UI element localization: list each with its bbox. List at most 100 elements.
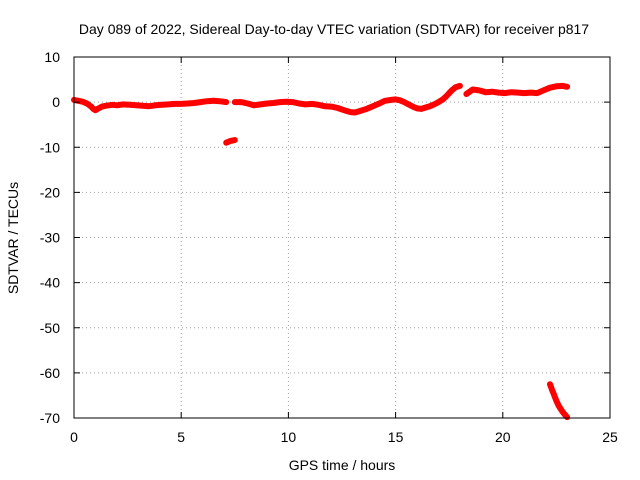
- data-point: [341, 107, 347, 113]
- y-tick-label: -30: [40, 230, 60, 246]
- data-point: [549, 387, 555, 393]
- data-point: [258, 101, 264, 107]
- y-tick-label: 10: [44, 49, 60, 65]
- y-tick-label: -10: [40, 139, 60, 155]
- data-point: [463, 91, 469, 97]
- data-point: [185, 100, 191, 106]
- data-point: [322, 103, 328, 109]
- data-point: [534, 90, 540, 96]
- data-point: [453, 84, 459, 90]
- y-tick-label: -60: [40, 365, 60, 381]
- data-point: [556, 402, 562, 408]
- data-point: [388, 97, 394, 103]
- chart-title: Day 089 of 2022, Sidereal Day-to-day VTE…: [79, 21, 589, 37]
- y-axis-label: SDTVAR / TECUs: [5, 182, 21, 294]
- y-tick-label: -50: [40, 320, 60, 336]
- data-point: [405, 101, 411, 107]
- data-point: [232, 137, 238, 143]
- grid-lines: [74, 57, 610, 418]
- data-point: [502, 90, 508, 96]
- data-point: [328, 104, 334, 110]
- data-point: [496, 90, 502, 96]
- data-point: [547, 381, 553, 387]
- data-point: [315, 102, 321, 108]
- y-tick-label: 0: [52, 94, 60, 110]
- data-point: [375, 101, 381, 107]
- data-point: [84, 100, 90, 106]
- data-point: [127, 102, 133, 108]
- data-point: [178, 101, 184, 107]
- data-point: [217, 98, 223, 104]
- data-point: [232, 99, 238, 105]
- data-point: [146, 103, 152, 109]
- data-point: [418, 106, 424, 112]
- data-point: [448, 88, 454, 94]
- data-point: [110, 102, 116, 108]
- data-point: [114, 102, 120, 108]
- data-point: [551, 392, 557, 398]
- data-point: [397, 97, 403, 103]
- data-point: [238, 99, 244, 105]
- y-tick-label: -70: [40, 410, 60, 426]
- data-point: [457, 83, 463, 89]
- data-point: [152, 102, 158, 108]
- x-tick-label: 25: [602, 429, 618, 445]
- data-point: [270, 100, 276, 106]
- data-point: [283, 99, 289, 105]
- data-point: [245, 100, 251, 106]
- data-point: [541, 87, 547, 93]
- data-point: [564, 414, 570, 420]
- data-point: [191, 100, 197, 106]
- data-point: [483, 89, 489, 95]
- data-point: [264, 100, 270, 106]
- data-point: [197, 99, 203, 105]
- data-point: [564, 84, 570, 90]
- data-point: [423, 105, 429, 111]
- data-point: [335, 105, 341, 111]
- x-tick-label: 0: [70, 429, 78, 445]
- data-point: [515, 90, 521, 96]
- data-point: [95, 106, 101, 112]
- data-point: [410, 104, 416, 110]
- data-point: [165, 101, 171, 107]
- data-point: [489, 89, 495, 95]
- data-point: [444, 92, 450, 98]
- y-tick-label: -20: [40, 184, 60, 200]
- data-point: [470, 86, 476, 92]
- data-point: [414, 105, 420, 111]
- data-point: [309, 101, 315, 107]
- data-point: [352, 110, 358, 116]
- data-point: [99, 104, 105, 110]
- data-point: [427, 103, 433, 109]
- data-point: [369, 104, 375, 110]
- x-axis-label: GPS time / hours: [289, 457, 396, 473]
- data-series: [71, 82, 571, 421]
- y-tick-label: -40: [40, 275, 60, 291]
- data-point: [560, 83, 566, 89]
- x-tick-label: 20: [495, 429, 511, 445]
- data-point: [290, 99, 296, 105]
- data-point: [223, 99, 229, 105]
- data-point: [508, 89, 514, 95]
- data-point: [382, 98, 388, 104]
- data-point: [172, 101, 178, 107]
- data-point: [393, 96, 399, 102]
- data-point: [120, 101, 126, 107]
- data-point: [204, 98, 210, 104]
- data-point: [435, 99, 441, 105]
- data-point: [348, 109, 354, 115]
- data-point: [296, 100, 302, 106]
- data-point: [159, 102, 165, 108]
- data-point: [103, 103, 109, 109]
- data-point: [547, 85, 553, 91]
- axis-ticks: 0 5 10 15 20 25 10 0 -10 -20 -30 -40 -50 -60 -70: [40, 49, 618, 445]
- x-tick-label: 10: [281, 429, 297, 445]
- data-point: [440, 96, 446, 102]
- data-point: [553, 83, 559, 89]
- data-point: [303, 101, 309, 107]
- data-point: [140, 103, 146, 109]
- data-point: [528, 90, 534, 96]
- data-point: [476, 87, 482, 93]
- x-tick-label: 15: [388, 429, 404, 445]
